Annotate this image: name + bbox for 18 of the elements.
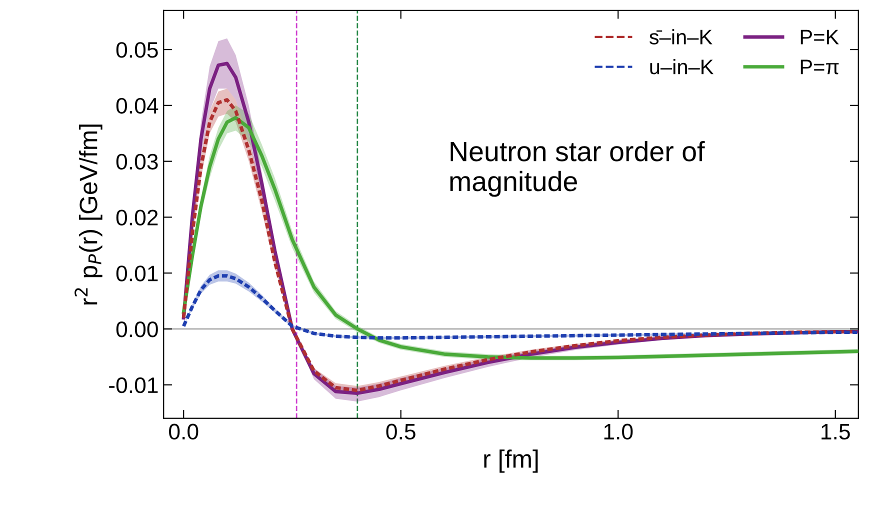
annotation: Neutron star order of magnitude xyxy=(450,140,705,197)
x-tick-label: 1.5 xyxy=(822,424,850,440)
x-tick-label: 1.0 xyxy=(604,424,633,440)
y-tick-label: 0.00 xyxy=(116,321,158,338)
legend-label: P=K xyxy=(800,30,839,44)
x-tick-label: 0.0 xyxy=(169,424,198,440)
y-tick-label: 0.02 xyxy=(116,210,158,226)
y-tick-label: 0.01 xyxy=(116,266,158,282)
legend-label: u–in–K xyxy=(650,59,714,74)
y-axis-title: r$^{2}$ p$_{P}$(r) [GeV/fm] xyxy=(74,124,102,304)
y-tick-label: 0.05 xyxy=(116,42,158,58)
x-axis-title: r [fm] xyxy=(484,449,538,473)
legend-label: P=π xyxy=(800,60,839,74)
x-tick-label: 0.5 xyxy=(386,424,416,440)
y-tick-label: -0.01 xyxy=(109,377,158,394)
y-tick-label: 0.04 xyxy=(116,98,158,114)
y-tick-label: 0.03 xyxy=(116,154,158,170)
legend-label: s̄–in–K xyxy=(649,29,712,44)
